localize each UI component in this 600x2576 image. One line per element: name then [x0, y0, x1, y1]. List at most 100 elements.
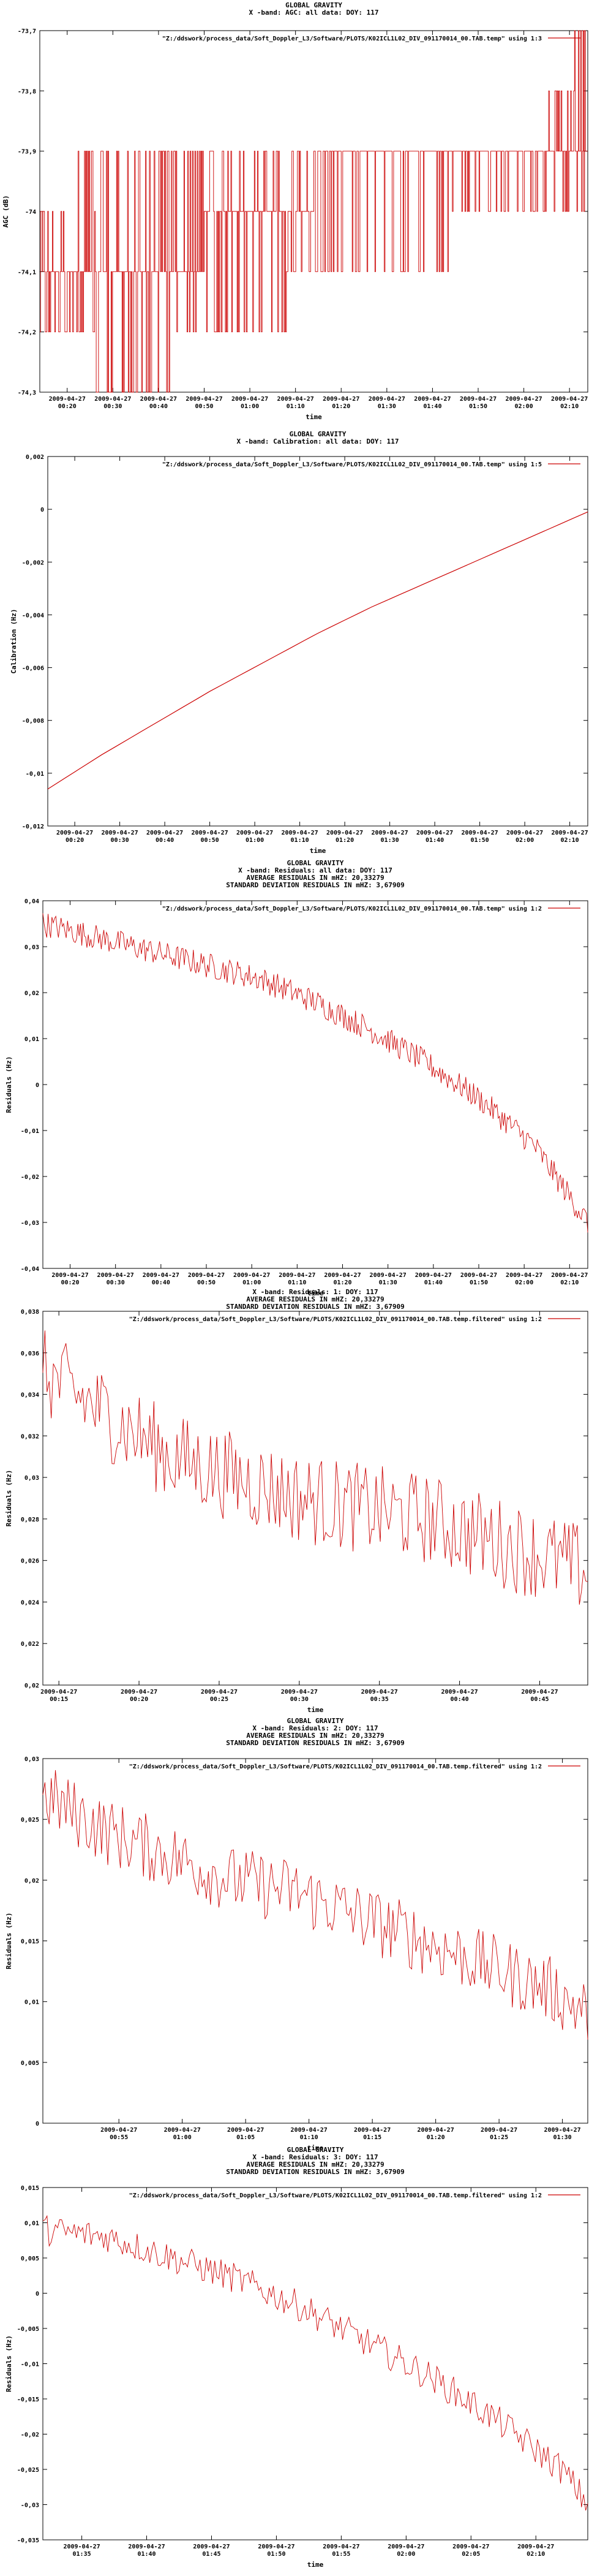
x-tick-date: 2009-04-27 [49, 396, 86, 403]
x-tick-date: 2009-04-27 [324, 1272, 361, 1279]
chart-subtitle-line: AVERAGE RESIDUALS IN mHZ: 20,33279 [246, 1732, 384, 1740]
plot-frame [42, 900, 588, 1269]
x-tick-date: 2009-04-27 [188, 1272, 225, 1279]
y-axis-label: Calibration (Hz) [10, 609, 18, 674]
x-tick-time: 00:40 [156, 837, 174, 844]
x-axis-label: time [307, 2144, 324, 2152]
chart-legend: "Z:/ddswork/process_data/Soft_Doppler_L3… [129, 1763, 580, 1770]
plot-frame [47, 456, 588, 827]
x-tick-time: 01:20 [333, 1279, 351, 1286]
x-tick-time: 01:20 [332, 403, 350, 410]
x-tick-time: 02:00 [516, 837, 534, 844]
x-axis-label: time [307, 1706, 324, 1714]
x-tick-date: 2009-04-27 [281, 1689, 318, 1695]
x-tick-date: 2009-04-27 [452, 2544, 489, 2550]
x-tick-date: 2009-04-27 [551, 1272, 588, 1279]
y-tick-label: 0,022 [21, 1641, 39, 1648]
y-tick-label: 0,01 [24, 2221, 39, 2227]
x-tick-date: 2009-04-27 [100, 2127, 137, 2134]
chart-subtitle-line: X -band: Calibration: all data: DOY: 117 [237, 438, 399, 445]
legend-label: "Z:/ddswork/process_data/Soft_Doppler_L3… [129, 1763, 542, 1770]
y-tick-label: -0,002 [22, 559, 44, 566]
x-tick-date: 2009-04-27 [258, 2544, 294, 2550]
x-tick-time: 00:50 [195, 403, 213, 410]
y-tick-label: 0,01 [24, 1036, 39, 1043]
x-tick-time: 00:20 [58, 403, 77, 410]
x-tick-date: 2009-04-27 [506, 830, 543, 836]
chart-legend: "Z:/ddswork/process_data/Soft_Doppler_L3… [162, 35, 580, 42]
chart-legend: "Z:/ddswork/process_data/Soft_Doppler_L3… [129, 2192, 580, 2199]
x-tick-date: 2009-04-27 [63, 2544, 100, 2550]
x-tick-date: 2009-04-27 [370, 1272, 407, 1279]
x-tick-date: 2009-04-27 [460, 1272, 497, 1279]
x-tick-time: 00:25 [210, 1696, 228, 1703]
y-tick-label: 0,005 [21, 2256, 39, 2262]
y-tick-label: 0,005 [21, 2060, 39, 2067]
plot-frame [42, 1758, 588, 2124]
chart-subtitle-line: STANDARD DEVIATION RESIDUALS IN mHZ: 3,6… [226, 1739, 404, 1747]
y-tick-label: -0,03 [21, 2502, 39, 2509]
x-tick-time: 01:50 [470, 1279, 488, 1286]
y-tick-label: 0,02 [24, 990, 39, 997]
x-tick-time: 02:05 [462, 2551, 480, 2558]
y-tick-label: 0,034 [21, 1392, 39, 1399]
chart-title: GLOBAL GRAVITY [285, 1, 342, 9]
series-line [47, 511, 588, 790]
y-tick-label: 0 [36, 2121, 39, 2127]
x-tick-date: 2009-04-27 [121, 1689, 157, 1695]
x-tick-date: 2009-04-27 [441, 1689, 478, 1695]
chart-title: GLOBAL GRAVITY [287, 859, 344, 867]
x-tick-time: 00:40 [149, 403, 168, 410]
y-tick-label: 0,015 [21, 2185, 39, 2192]
chart-subtitle-line: AVERAGE RESIDUALS IN mHZ: 20,33279 [246, 1295, 384, 1303]
x-tick-time: 02:10 [560, 403, 579, 410]
legend-label: "Z:/ddswork/process_data/Soft_Doppler_L3… [129, 1316, 542, 1323]
y-tick-label: 0,02 [24, 1877, 39, 1884]
x-tick-date: 2009-04-27 [416, 830, 453, 836]
x-tick-date: 2009-04-27 [193, 2544, 230, 2550]
x-tick-date: 2009-04-27 [388, 2544, 424, 2550]
x-tick-time: 01:30 [553, 2134, 572, 2141]
x-tick-time: 00:55 [110, 2134, 128, 2141]
x-tick-time: 01:30 [378, 403, 396, 410]
x-tick-date: 2009-04-27 [143, 1272, 179, 1279]
x-tick-time: 01:10 [288, 1279, 306, 1286]
x-tick-date: 2009-04-27 [544, 2127, 580, 2134]
y-tick-label: -73,9 [18, 149, 36, 156]
y-tick-label: -0,03 [21, 1220, 39, 1227]
x-tick-time: 00:20 [66, 837, 84, 844]
x-tick-date: 2009-04-27 [551, 830, 588, 836]
legend-label: "Z:/ddswork/process_data/Soft_Doppler_L3… [129, 2192, 542, 2199]
chart-subtitle-line: AVERAGE RESIDUALS IN mHZ: 20,33279 [246, 874, 384, 882]
y-axis-label: Residuals (Hz) [5, 2335, 13, 2392]
x-tick-date: 2009-04-27 [461, 830, 498, 836]
x-tick-date: 2009-04-27 [231, 396, 268, 403]
x-tick-date: 2009-04-27 [517, 2544, 554, 2550]
x-tick-time: 00:40 [152, 1279, 170, 1286]
x-tick-time: 00:30 [290, 1696, 309, 1703]
x-tick-time: 01:40 [423, 403, 441, 410]
y-axis-label: Residuals (Hz) [5, 1912, 13, 1969]
y-tick-label: -0,01 [21, 2362, 39, 2368]
x-tick-date: 2009-04-27 [281, 830, 318, 836]
x-tick-time: 00:30 [107, 1279, 125, 1286]
chart-subtitle-line: X -band: Residuals: 3: DOY: 117 [252, 2153, 378, 2161]
y-tick-label: 0,002 [26, 454, 44, 461]
x-tick-date: 2009-04-27 [414, 396, 451, 403]
y-tick-label: -0,008 [22, 718, 44, 725]
x-tick-date: 2009-04-27 [418, 2127, 454, 2134]
x-tick-time: 02:10 [527, 2551, 545, 2558]
y-tick-label: -0,004 [22, 612, 44, 619]
y-tick-label: 0,04 [24, 898, 39, 905]
x-tick-time: 01:40 [426, 837, 444, 844]
x-tick-time: 00:30 [111, 837, 129, 844]
series-line [42, 1770, 588, 2040]
x-tick-time: 01:20 [336, 837, 354, 844]
x-tick-date: 2009-04-27 [505, 396, 542, 403]
y-axis-label: Residuals (Hz) [5, 1056, 13, 1113]
y-tick-label: -0,04 [21, 1266, 39, 1273]
y-tick-label: -0,02 [21, 2432, 39, 2439]
y-tick-label: 0,025 [21, 1817, 39, 1824]
y-tick-label: -73,8 [18, 88, 36, 95]
